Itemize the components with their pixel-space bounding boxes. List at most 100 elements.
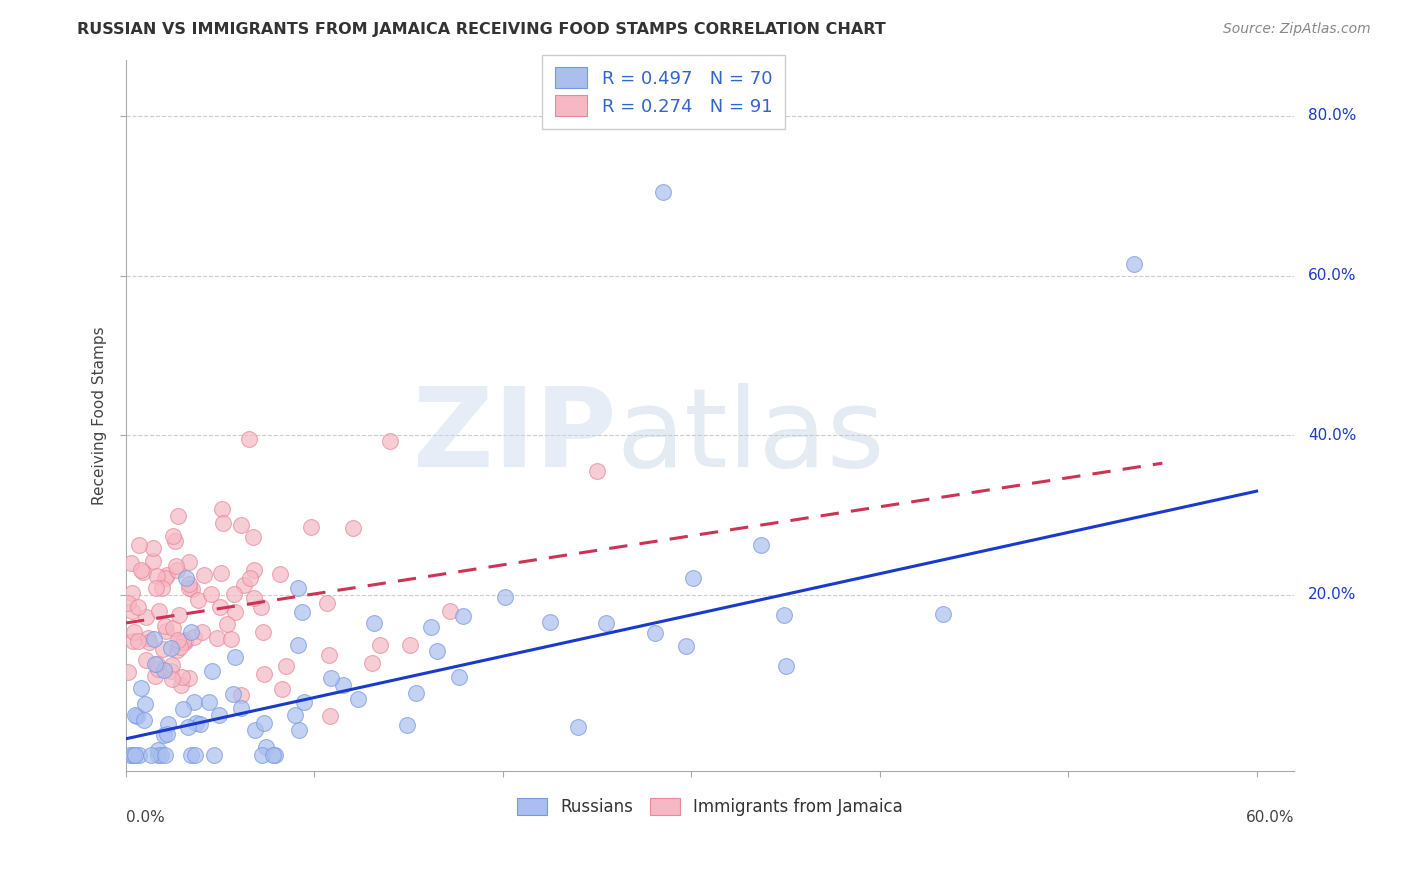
Point [117,665,139,680]
Point [198,696,221,710]
Point [187,593,209,607]
Point [229,518,252,533]
Point [150,582,173,596]
Point [162,529,184,543]
Point [166,643,188,657]
Point [211,501,233,516]
Point [118,747,141,762]
Point [146,657,169,671]
Point [292,695,315,709]
Point [274,658,297,673]
Point [595,616,617,631]
Point [183,630,205,644]
Point [134,653,156,667]
Point [238,432,260,446]
Point [188,717,211,731]
Point [269,567,291,582]
Point [134,697,156,711]
Point [135,609,157,624]
Point [183,695,205,709]
Point [586,464,609,478]
Point [142,541,165,556]
Text: 40.0%: 40.0% [1309,428,1357,442]
Point [396,718,419,732]
Point [170,678,193,692]
Text: Source: ZipAtlas.com: Source: ZipAtlas.com [1223,22,1371,37]
Point [332,678,354,692]
Point [153,747,176,762]
Point [221,687,243,701]
Point [167,633,190,648]
Point [222,587,245,601]
Point [169,634,191,648]
Point [163,533,186,548]
Point [180,747,202,762]
Point [494,591,516,605]
Point [160,640,183,655]
Point [131,563,153,577]
Point [152,642,174,657]
Point [157,717,180,731]
Point [146,743,169,757]
Point [177,671,200,685]
Text: 20.0%: 20.0% [1309,588,1357,602]
Point [224,605,246,619]
Point [142,554,165,568]
Point [239,572,262,586]
Point [117,596,139,610]
Point [146,662,169,676]
Point [169,640,191,655]
Point [121,605,143,619]
Point [127,709,149,723]
Point [208,599,231,614]
Point [229,701,252,715]
Point [146,747,169,762]
Point [250,599,273,614]
Point [318,648,340,662]
Point [191,624,214,639]
Text: 60.0%: 60.0% [1309,268,1357,283]
Y-axis label: Receiving Food Stamps: Receiving Food Stamps [93,326,107,505]
Point [219,632,242,646]
Point [129,681,152,695]
Point [172,701,194,715]
Point [132,566,155,580]
Point [675,639,697,653]
Point [124,708,146,723]
Point [682,571,704,585]
Point [291,605,314,619]
Text: ZIP: ZIP [413,383,617,490]
Point [121,585,143,599]
Point [146,568,169,582]
Point [186,716,208,731]
Text: 60.0%: 60.0% [1246,810,1295,825]
Point [177,577,200,591]
Point [378,434,401,449]
Point [167,508,190,523]
Point [288,723,311,737]
Point [145,582,167,596]
Point [201,664,224,678]
Point [652,185,675,199]
Point [299,520,322,534]
Point [166,563,188,577]
Point [252,625,274,640]
Point [148,604,170,618]
Point [200,587,222,601]
Point [127,633,149,648]
Point [439,604,461,618]
Point [287,581,309,595]
Point [172,634,194,648]
Point [160,672,183,686]
Point [153,728,176,742]
Point [644,625,666,640]
Point [166,558,188,573]
Point [132,713,155,727]
Point [775,658,797,673]
Point [136,631,159,645]
Point [368,638,391,652]
Point [153,663,176,677]
Point [177,581,200,595]
Point [160,657,183,672]
Point [138,635,160,649]
